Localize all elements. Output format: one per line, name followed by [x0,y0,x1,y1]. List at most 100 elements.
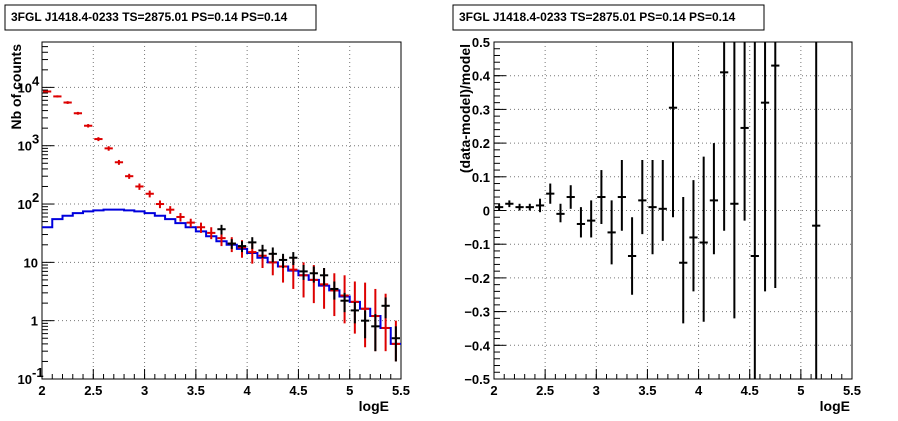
data-point [391,326,400,362]
residual-point [576,207,586,238]
residual-point [730,42,739,319]
residual-point [566,185,575,209]
plot-frame-left [41,41,402,380]
x-tick-label: 4.5 [741,383,759,398]
model-errorbar [145,190,154,198]
x-tick-label: 5 [797,383,804,398]
y-tick-label: −0.5 [464,372,490,387]
title-box-right [452,4,765,31]
y-tick-label: −0.4 [464,338,490,353]
data-point [350,301,359,324]
residual-point [689,180,698,292]
y-tick-label: 10 [24,255,38,270]
residual-point [607,200,616,265]
model-errorbar [104,146,113,151]
residual-point [750,42,759,379]
x-tick-label: 2.5 [84,383,102,398]
data-point [237,241,247,253]
data-point [319,268,329,286]
data-point [268,247,277,263]
x-tick-label: 4.5 [289,383,307,398]
x-tick-label: 3.5 [638,383,656,398]
model-errorbar [125,173,134,179]
y-axis-label-left: Nb of counts [8,44,24,130]
y-axis-label-right: (data-model)/model [457,44,473,173]
y-tick-label: 10 [18,197,32,212]
data-point [258,244,267,258]
residual-point [597,170,606,224]
residual-point [648,159,657,255]
y-tick-label: 0.4 [472,69,491,84]
model-errorbar [43,90,52,93]
residual-point [525,203,534,211]
x-axis-label-right: logE [820,398,850,414]
y-tick-label: 10 [18,139,32,154]
residual-point [495,203,504,211]
model-errorbar [176,213,185,222]
y-tick-label: 1 [31,314,38,329]
residual-point [515,203,524,211]
y-tick-label: 0.1 [472,170,490,185]
data-point [289,252,298,266]
x-tick-label: 2.5 [536,383,554,398]
y-tick-exponent: 3 [32,132,39,147]
residual-point [617,159,626,231]
residual-point [668,42,678,218]
x-tick-label: 3 [593,383,600,398]
model-errorbar [94,137,103,142]
residual-point [556,203,565,223]
residual-point [760,42,770,292]
y-tick-exponent: 4 [32,73,40,88]
model-errorbar [114,159,124,165]
model-errorbar [155,200,165,209]
data-point [299,265,308,280]
y-tick-label: −0.1 [464,237,490,252]
model-errorbar [53,95,62,98]
data-point [381,297,390,319]
residual-point [638,159,647,235]
data-point [278,253,288,269]
residual-point [679,197,688,324]
data-point [340,292,349,313]
x-tick-label: 5.5 [392,383,410,398]
data-point [227,239,236,249]
residual-point [812,42,821,379]
x-tick-label: 3.5 [187,383,205,398]
data-point [248,237,257,249]
y-tick-label: 10 [18,80,32,95]
y-tick-label: 0 [483,204,490,219]
x-tick-label: 2 [490,383,497,398]
y-tick-label: −0.2 [464,271,490,286]
residual-point [658,159,667,241]
model-errorbar [186,218,195,228]
y-tick-exponent: 2 [32,190,39,205]
residual-point [535,198,545,213]
y-tick-label: 10 [18,372,32,387]
x-tick-label: 4 [244,383,252,398]
x-tick-label: 3 [141,383,148,398]
chart-title-left: 3FGL J1418.4-0233 TS=2875.01 PS=0.14 PS=… [11,10,288,24]
x-tick-label: 5.5 [843,383,861,398]
x-tick-label: 2 [38,383,45,398]
y-tick-label: 0.3 [472,102,490,117]
residual-point [771,42,780,289]
x-tick-label: 4 [695,383,703,398]
residual-point [587,200,596,238]
y-tick-label: −0.3 [464,305,490,320]
model-step-line [42,208,401,345]
y-tick-label: 0.5 [472,35,490,50]
residual-point [505,200,514,208]
residual-point [740,42,749,221]
model-errorbar [166,206,175,214]
model-errorbar [63,101,72,104]
residual-point [627,217,637,295]
model-errorbar [196,222,206,233]
residual-point [720,42,729,231]
model-errorbar [135,183,144,190]
data-point [309,266,318,283]
model-errorbar [73,111,83,115]
residual-point [699,156,708,322]
residual-point [709,143,719,255]
